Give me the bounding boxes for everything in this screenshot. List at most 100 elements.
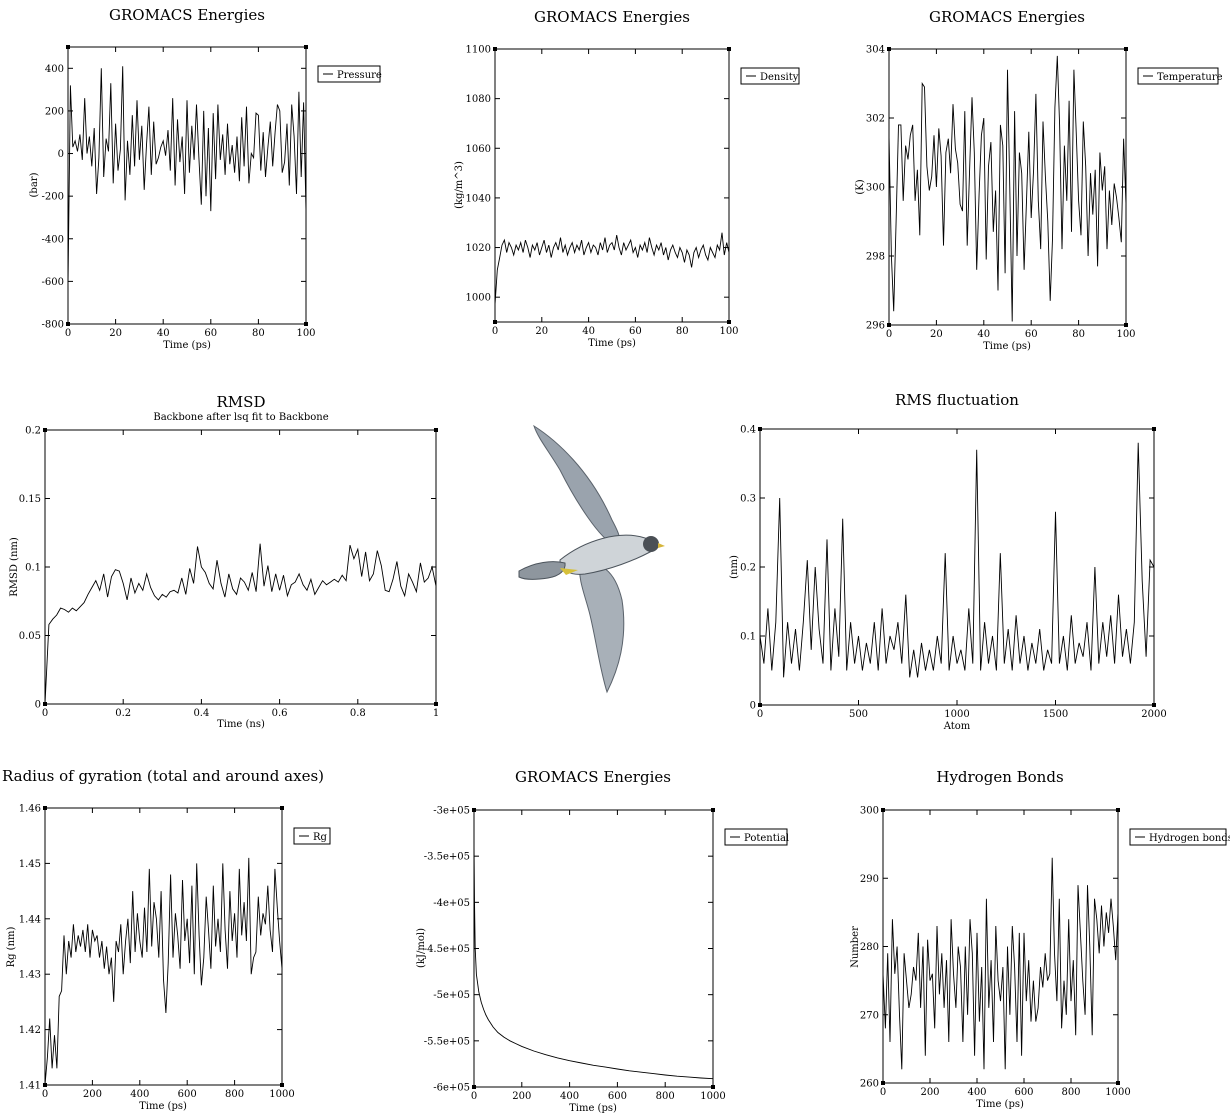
x-tick-label: 200 <box>512 1091 531 1102</box>
x-tick-label: 20 <box>109 328 122 339</box>
plot-frame <box>882 809 1119 1084</box>
legend-box <box>1137 67 1219 85</box>
y-tick-label: 1.43 <box>19 970 41 981</box>
chart-title: GROMACS Energies <box>515 768 671 786</box>
series-line <box>67 66 307 286</box>
y-tick-label: 1060 <box>466 144 491 155</box>
y-axis-label: Number <box>850 926 861 968</box>
y-tick-label: -800 <box>42 320 64 331</box>
x-tick-label: 60 <box>629 326 642 337</box>
falcon-illustration <box>518 424 665 694</box>
x-tick-label: 400 <box>967 1087 986 1098</box>
y-tick-label: 1.45 <box>19 859 41 870</box>
chart-temperature: GROMACS Energies Time (ps) (K) 0 20 40 60 80… <box>855 8 1223 352</box>
chart-title: Radius of gyration (total and around axe… <box>2 767 324 785</box>
plot-frame <box>67 46 307 325</box>
y-axis-label: (nm) <box>729 555 740 579</box>
falcon-upper-wing <box>533 424 620 546</box>
falcon-feet <box>560 568 578 575</box>
x-tick-label: 0 <box>492 326 498 337</box>
x-tick-label: 20 <box>535 326 548 337</box>
chart-title: GROMACS Energies <box>534 8 690 26</box>
series-line <box>888 55 1127 322</box>
x-tick-label: 0 <box>471 1091 477 1102</box>
falcon-beak <box>658 543 665 548</box>
x-tick-label: 0 <box>880 1087 886 1098</box>
series-line <box>494 232 730 305</box>
x-axis-label: Time (ps) <box>139 1101 187 1112</box>
y-tick-label: -400 <box>42 234 64 245</box>
x-tick-label: 500 <box>849 709 868 720</box>
y-tick-label: -600 <box>42 277 64 288</box>
x-axis-label: Time (ps) <box>163 340 211 351</box>
legend-label: Hydrogen bonds <box>1149 833 1230 844</box>
y-tick-label: -4.5e+05 <box>424 944 470 955</box>
x-tick-label: 200 <box>83 1089 102 1100</box>
x-tick-label: 400 <box>560 1091 579 1102</box>
x-axis-label: Time (ps) <box>976 1099 1024 1110</box>
x-tick-label: 1500 <box>1043 709 1068 720</box>
chart-potential: GROMACS Energies Time (ps) (kJ/mol) 0 200… <box>416 768 789 1114</box>
legend-box <box>724 828 788 846</box>
x-tick-label: 600 <box>608 1091 627 1102</box>
x-tick-label: 0 <box>42 1089 48 1100</box>
x-tick-label: 80 <box>676 326 689 337</box>
y-tick-label: 280 <box>860 942 879 953</box>
y-tick-label: 1020 <box>466 243 491 254</box>
y-tick-label: 0 <box>58 149 64 160</box>
y-tick-label: -200 <box>42 192 64 203</box>
y-tick-label: 0.1 <box>740 632 756 643</box>
y-tick-label: 270 <box>860 1010 879 1021</box>
legend-label: Potential <box>744 833 789 844</box>
x-tick-label: 2000 <box>1141 709 1166 720</box>
y-axis-label: (K) <box>855 179 866 194</box>
y-tick-label: 298 <box>866 252 885 263</box>
x-tick-label: 40 <box>582 326 595 337</box>
x-tick-label: 0 <box>42 708 48 719</box>
y-axis-label: (kJ/mol) <box>416 928 427 968</box>
plot-frame <box>44 807 283 1086</box>
y-tick-label: 0.2 <box>25 426 41 437</box>
x-axis-label: Time (ns) <box>217 719 265 730</box>
x-tick-label: 400 <box>130 1089 149 1100</box>
legend-box <box>317 65 381 83</box>
x-tick-label: 0.8 <box>350 708 366 719</box>
x-tick-label: 20 <box>930 329 943 340</box>
y-tick-label: 0.05 <box>19 631 41 642</box>
plot-frame <box>494 48 730 323</box>
x-tick-label: 60 <box>204 328 217 339</box>
y-tick-label: 302 <box>866 114 885 125</box>
chart-hbonds: Hydrogen Bonds Time (ps) Number 0 200 400 6… <box>850 768 1230 1110</box>
legend-label: Pressure <box>337 70 382 81</box>
legend-box <box>740 67 800 85</box>
y-tick-label: 1.44 <box>19 914 41 925</box>
y-tick-label: -6e+05 <box>433 1083 470 1094</box>
legend-label: Temperature <box>1157 72 1223 83</box>
y-tick-label: 1.41 <box>19 1081 41 1092</box>
y-tick-label: -5.5e+05 <box>424 1036 470 1047</box>
x-tick-label: 200 <box>920 1087 939 1098</box>
plot-frame <box>473 809 714 1088</box>
x-tick-label: 100 <box>296 328 315 339</box>
x-axis-label: Time (ps) <box>588 338 636 349</box>
y-tick-label: 300 <box>860 806 879 817</box>
y-tick-label: -5e+05 <box>433 990 470 1001</box>
x-tick-label: 1000 <box>269 1089 294 1100</box>
series-line <box>473 842 714 1080</box>
y-tick-label: 0.2 <box>740 563 756 574</box>
x-tick-label: 0 <box>757 709 763 720</box>
y-tick-label: 1000 <box>466 293 491 304</box>
x-axis-label: Time (ps) <box>983 341 1031 352</box>
y-tick-label: 200 <box>45 106 64 117</box>
y-tick-label: 400 <box>45 64 64 75</box>
x-tick-label: 800 <box>1061 1087 1080 1098</box>
x-tick-label: 1000 <box>944 709 969 720</box>
x-tick-label: 0 <box>886 329 892 340</box>
plot-frame <box>44 429 437 705</box>
series-line <box>759 442 1155 678</box>
y-tick-label: -4e+05 <box>433 898 470 909</box>
falcon-tail <box>518 561 566 580</box>
x-tick-label: 0.4 <box>193 708 209 719</box>
series-line <box>44 857 283 1086</box>
